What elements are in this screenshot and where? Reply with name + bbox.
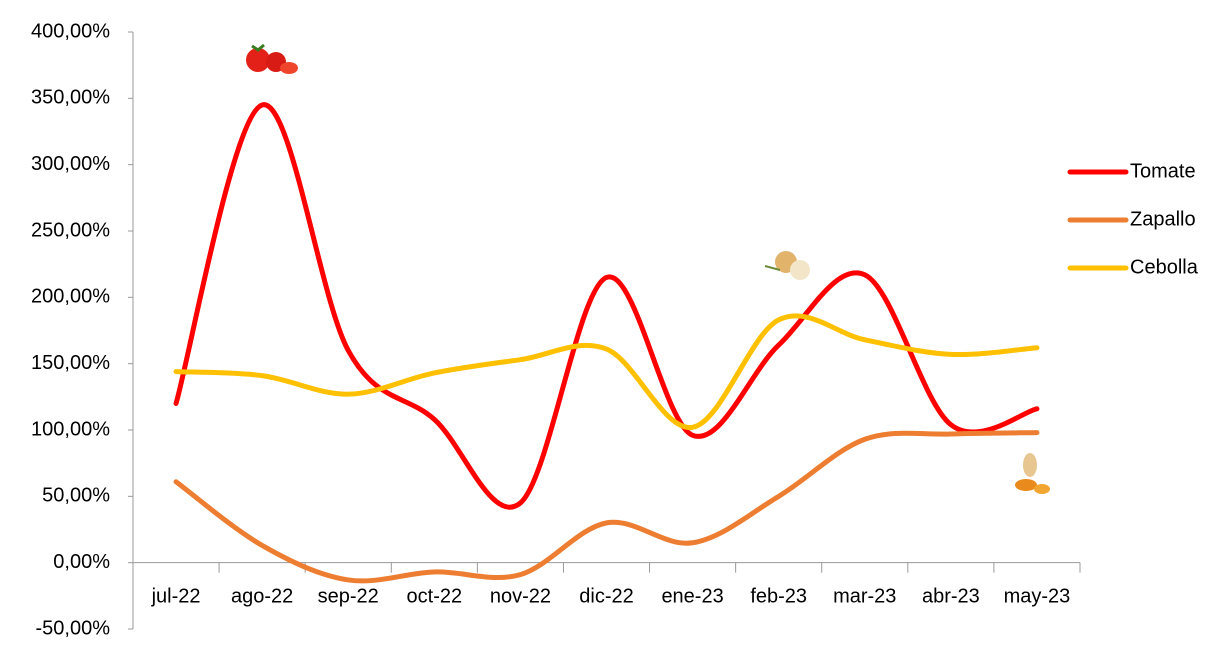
y-tick-label: 200,00% [31, 286, 110, 308]
tomato-icon [246, 45, 298, 74]
x-tick-label: nov-22 [490, 585, 551, 607]
legend-label: Cebolla [1130, 256, 1199, 278]
chart: -50,00% 0,00% 50,00% 100,00% 150,00% 200,00% 2… [0, 0, 1223, 640]
y-tick-label: 150,00% [31, 352, 110, 374]
y-tick-label: 50,00% [42, 485, 110, 507]
squash-icon [1015, 453, 1050, 494]
x-tick-label: ago-22 [231, 585, 293, 607]
line-series [176, 316, 1037, 428]
y-tick-label: -50,00% [36, 617, 111, 639]
y-tick-label: 100,00% [31, 418, 110, 440]
x-tick-label: mar-23 [833, 585, 896, 607]
legend-label: Zapallo [1130, 208, 1196, 230]
x-tick-label: abr-23 [922, 585, 980, 607]
y-tick-label: 300,00% [31, 153, 110, 175]
x-tick-label: jul-22 [151, 585, 201, 607]
onion-icon [765, 251, 810, 280]
x-tick-label: sep-22 [318, 585, 379, 607]
y-tick-label: 250,00% [31, 219, 110, 241]
x-tick-label: feb-23 [750, 585, 807, 607]
x-tick-label: may-23 [1004, 585, 1071, 607]
x-tick-label: ene-23 [661, 585, 723, 607]
line-series [176, 433, 1037, 581]
x-tick-label: dic-22 [579, 585, 633, 607]
x-tick-label: oct-22 [407, 585, 463, 607]
y-tick-label: 400,00% [31, 20, 110, 42]
legend-label: Tomate [1130, 160, 1196, 182]
y-tick-label: 350,00% [31, 87, 110, 109]
y-tick-label: 0,00% [53, 551, 110, 573]
line-series [176, 105, 1037, 508]
